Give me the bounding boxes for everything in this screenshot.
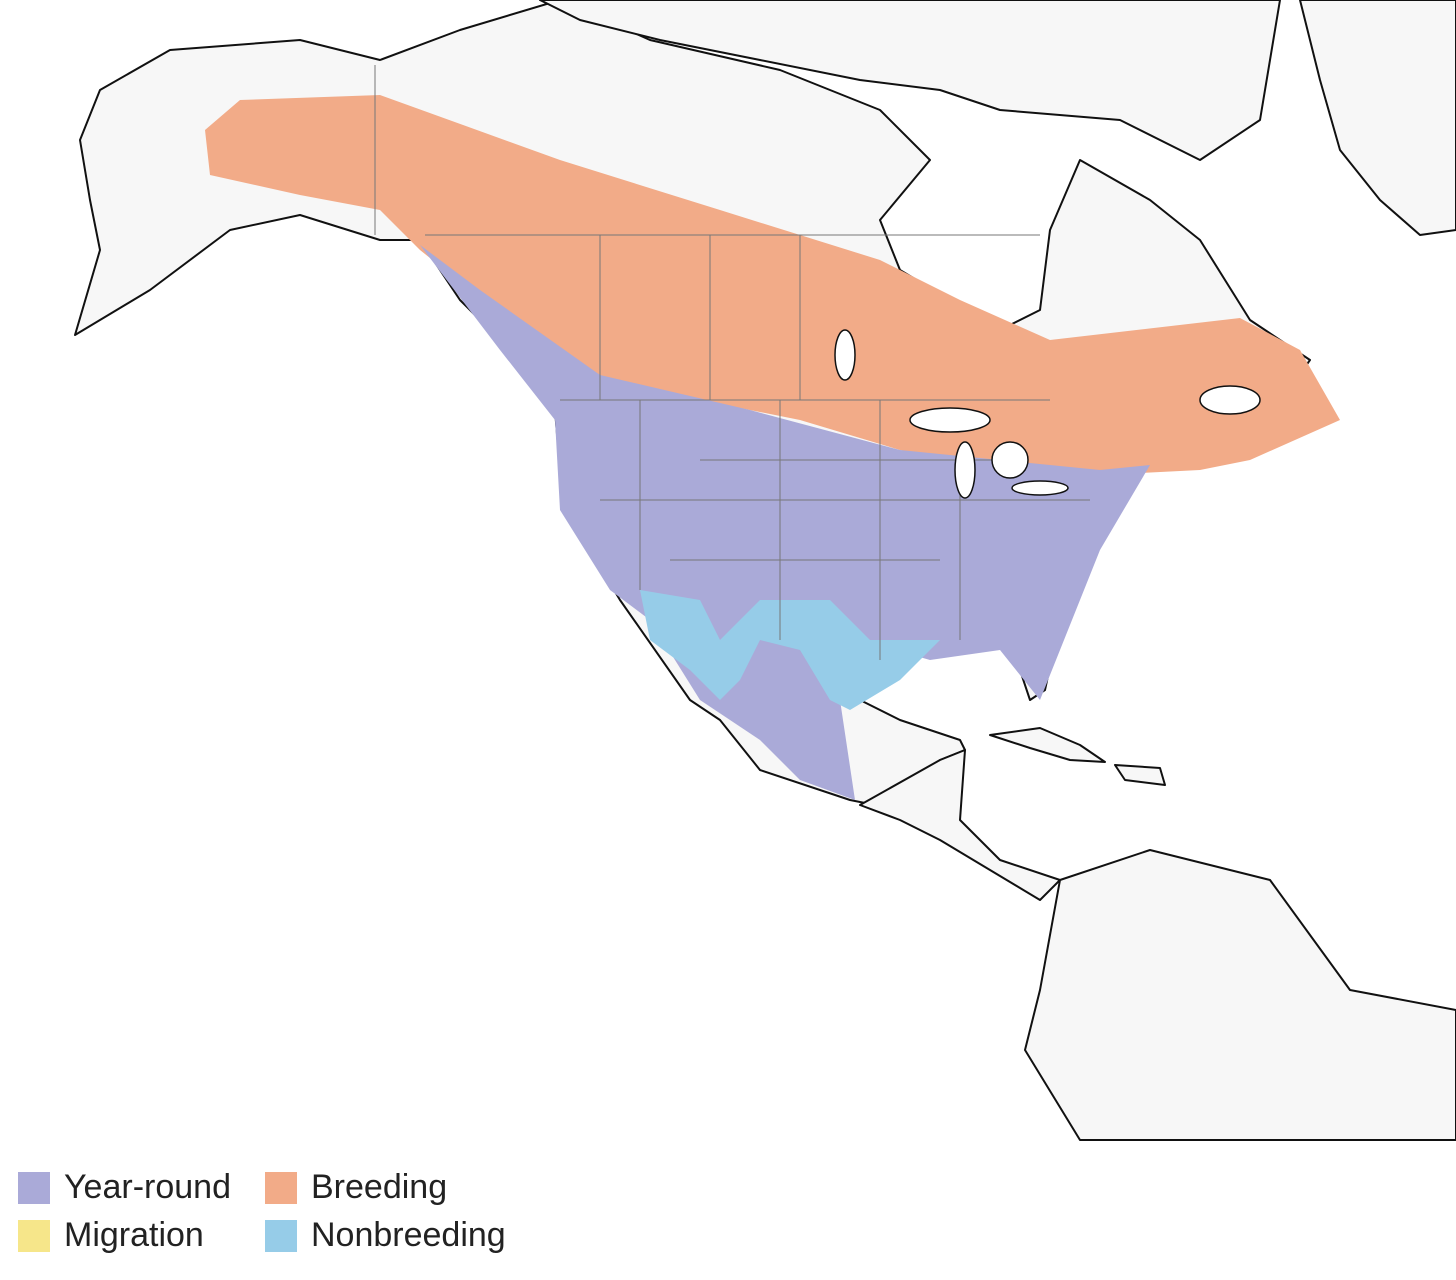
south-america [1024,849,1456,1141]
lake [991,441,1029,479]
cuba [989,727,1106,763]
lakes [834,329,1261,499]
central-america [859,749,1061,901]
year-round-range [420,245,1150,800]
legend-swatch [265,1172,297,1204]
lake [909,407,991,433]
legend-swatch [265,1220,297,1252]
arctic-islands [539,0,1281,161]
breeding-range [205,95,1340,475]
legend-label: Nonbreeding [311,1216,506,1254]
state-borders [374,65,1090,660]
legend-label: Breeding [311,1168,447,1206]
nonbreeding-range [640,590,940,710]
lake [1011,480,1069,496]
gulf [1199,385,1261,415]
legend-swatch [18,1172,50,1204]
legend-label: Migration [64,1216,204,1254]
legend-label: Year-round [64,1168,231,1206]
lake [954,441,976,499]
legend: Year-round Breeding Migration Nonbreeding [18,1168,506,1254]
legend-swatch [18,1220,50,1252]
ranges [205,95,1340,800]
borders [374,65,1090,660]
hispaniola [1114,764,1166,786]
greenland [1299,0,1456,236]
lake [834,329,856,381]
